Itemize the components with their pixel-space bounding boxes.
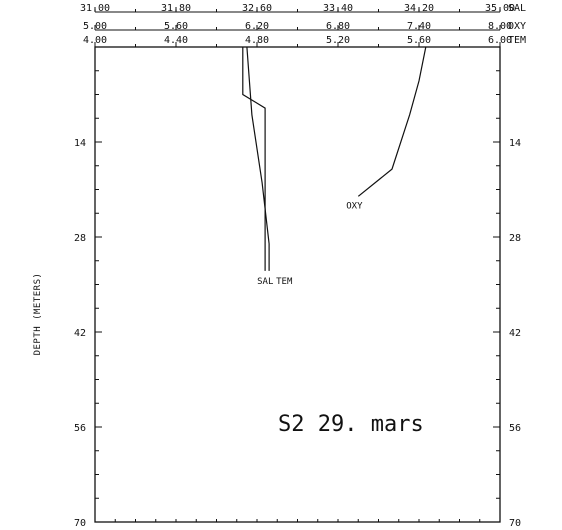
series-line-oxy [357,46,427,197]
series-label-tem: TEM [276,277,293,287]
plot-frame [94,46,501,523]
top-axis-name: SAL [508,3,526,14]
top-tick-label: 5.60 [407,35,431,46]
series-layer: SAL TEM OXY [242,46,427,287]
top-tick-label: 5.00 [83,21,107,32]
top-tick-label: 7.40 [407,21,431,32]
top-axis-name: TEM [508,35,526,46]
y-tick-label-left: 28 [74,233,86,244]
top-tick-label: 5.60 [164,21,188,32]
top-tick-label: 6.20 [245,21,269,32]
y-tick-label-left: 56 [74,423,86,434]
y-tick-label-left: 42 [74,328,86,339]
top-tick-label: 4.80 [245,35,269,46]
series-label-sal: SAL [257,277,273,287]
y-tick-label-right: 14 [509,138,521,149]
y-tick-label-left: 70 [74,518,86,529]
series-line-tem [242,47,266,271]
series-label-oxy: OXY [346,201,363,211]
y-axis: 14 14 28 28 42 42 56 56 70 70 [74,46,521,529]
top-tick-label: 4.00 [83,35,107,46]
top-tick-label: 34.20 [404,3,434,14]
station-label: S2 29. mars [278,412,424,437]
top-tick-label: 32.60 [242,3,272,14]
top-tick-label: 6.80 [326,21,350,32]
y-tick-label-left: 14 [74,138,86,149]
top-tick-label: 6.00 [488,35,512,46]
series-line-sal [246,46,270,271]
top-tick-label: 31.80 [161,3,191,14]
top-tick-label: 35.00 [485,3,515,14]
top-tick-label: 33.40 [323,3,353,14]
top-tick-label: 5.20 [326,35,350,46]
top-axis-name: OXY [508,21,526,32]
y-tick-label-right: 42 [509,328,521,339]
y-tick-label-right: 70 [509,518,521,529]
top-tick-label: 4.40 [164,35,188,46]
y-tick-label-right: 28 [509,233,521,244]
top-tick-label: 8.00 [488,21,512,32]
top-tick-label: 31.00 [80,3,110,14]
y-tick-label-right: 56 [509,423,521,434]
y-axis-title: DEPTH (METERS) [33,273,43,356]
